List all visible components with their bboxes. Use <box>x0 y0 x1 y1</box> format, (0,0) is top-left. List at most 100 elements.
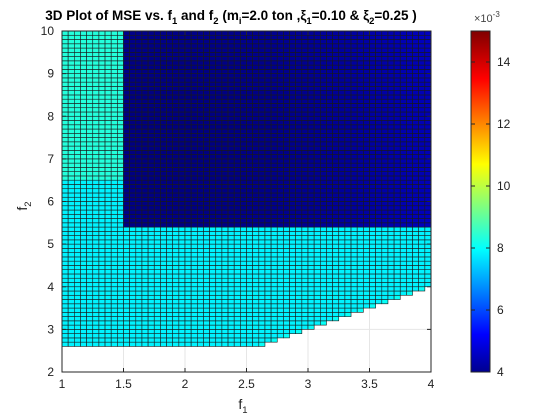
heatmap-cell <box>61 158 69 164</box>
heatmap-cell <box>307 56 315 62</box>
heatmap-cell <box>178 333 186 339</box>
heatmap-cell <box>86 56 94 62</box>
heatmap-cell <box>270 34 278 40</box>
heatmap-cell <box>153 162 161 168</box>
heatmap-cell <box>301 256 309 262</box>
heatmap-cell <box>264 239 272 245</box>
heatmap-cell <box>399 137 407 143</box>
heatmap-cell <box>393 52 401 57</box>
heatmap-cell <box>319 69 327 74</box>
heatmap-cell <box>276 86 284 91</box>
heatmap-cell <box>166 324 174 330</box>
heatmap-cell <box>197 324 204 330</box>
heatmap-cell <box>344 60 352 66</box>
heatmap-cell <box>117 171 124 177</box>
heatmap-cell <box>190 320 198 326</box>
heatmap-cell <box>178 269 186 275</box>
heatmap-cell <box>166 286 174 292</box>
heatmap-cell <box>289 47 296 53</box>
heatmap-cell <box>387 184 395 190</box>
heatmap-cell <box>104 303 112 309</box>
heatmap-cell <box>252 320 260 326</box>
heatmap-cell <box>264 226 272 232</box>
heatmap-cell <box>203 209 210 215</box>
heatmap-cell <box>412 103 419 109</box>
heatmap-cell <box>227 299 235 305</box>
heatmap-cell <box>61 192 69 198</box>
heatmap-cell <box>110 77 118 83</box>
heatmap-cell <box>117 282 124 288</box>
heatmap-cell <box>141 179 149 185</box>
heatmap-cell <box>276 158 284 164</box>
heatmap-cell <box>356 307 364 313</box>
heatmap-cell <box>74 103 81 109</box>
heatmap-cell <box>172 34 180 40</box>
heatmap-cell <box>80 329 87 334</box>
heatmap-cell <box>356 167 364 172</box>
heatmap-cell <box>270 213 278 219</box>
heatmap-cell <box>276 192 284 198</box>
heatmap-cell <box>283 167 290 172</box>
heatmap-cell <box>178 56 186 62</box>
heatmap-cell <box>283 171 290 177</box>
heatmap-cell <box>289 239 296 245</box>
heatmap-cell <box>313 205 321 211</box>
heatmap-cell <box>110 277 118 283</box>
heatmap-cell <box>240 196 247 202</box>
heatmap-cell <box>221 43 229 49</box>
heatmap-cell <box>393 154 401 160</box>
heatmap-cell <box>92 56 100 62</box>
heatmap-cell <box>252 150 260 155</box>
heatmap-cell <box>233 86 241 91</box>
heatmap-cell <box>406 226 413 232</box>
heatmap-cell <box>227 171 235 177</box>
heatmap-cell <box>117 290 124 296</box>
heatmap-cell <box>332 260 340 266</box>
heatmap-cell <box>172 137 180 143</box>
heatmap-cell <box>332 167 340 172</box>
heatmap-cell <box>129 77 137 83</box>
heatmap-cell <box>270 205 278 211</box>
heatmap-cell <box>227 192 235 198</box>
heatmap-cell <box>344 231 352 236</box>
heatmap-cell <box>61 103 69 109</box>
heatmap-cell <box>276 213 284 219</box>
heatmap-cell <box>110 337 118 343</box>
heatmap-cell <box>172 329 180 334</box>
heatmap-cell <box>166 231 174 236</box>
heatmap-cell <box>332 294 340 300</box>
heatmap-cell <box>172 299 180 305</box>
heatmap-cell <box>276 137 284 143</box>
heatmap-cell <box>369 141 376 147</box>
heatmap-cell <box>307 235 315 241</box>
heatmap-cell <box>240 294 247 300</box>
heatmap-cell <box>233 137 241 143</box>
heatmap-cell <box>233 175 241 181</box>
heatmap-cell <box>80 179 87 185</box>
heatmap-cell <box>307 231 315 236</box>
heatmap-cell <box>153 201 161 207</box>
heatmap-cell <box>319 307 327 313</box>
heatmap-cell <box>86 154 94 160</box>
heatmap-cell <box>141 137 149 143</box>
heatmap-cell <box>387 248 395 253</box>
heatmap-cell <box>203 107 210 113</box>
heatmap-cell <box>240 90 247 96</box>
heatmap-cell <box>123 273 130 279</box>
heatmap-cell <box>233 111 241 117</box>
heatmap-cell <box>61 73 69 79</box>
heatmap-cell <box>98 273 106 279</box>
heatmap-cell <box>381 137 389 143</box>
heatmap-cell <box>350 162 358 168</box>
heatmap-cell <box>67 167 75 172</box>
heatmap-cell <box>123 265 130 270</box>
heatmap-cell <box>92 329 100 334</box>
heatmap-cell <box>307 299 315 305</box>
heatmap-cell <box>276 239 284 245</box>
heatmap-cell <box>197 34 204 40</box>
heatmap-cell <box>86 107 94 113</box>
heatmap-cell <box>276 128 284 134</box>
heatmap-cell <box>344 269 352 275</box>
heatmap-cell <box>387 294 395 300</box>
heatmap-cell <box>110 60 118 66</box>
